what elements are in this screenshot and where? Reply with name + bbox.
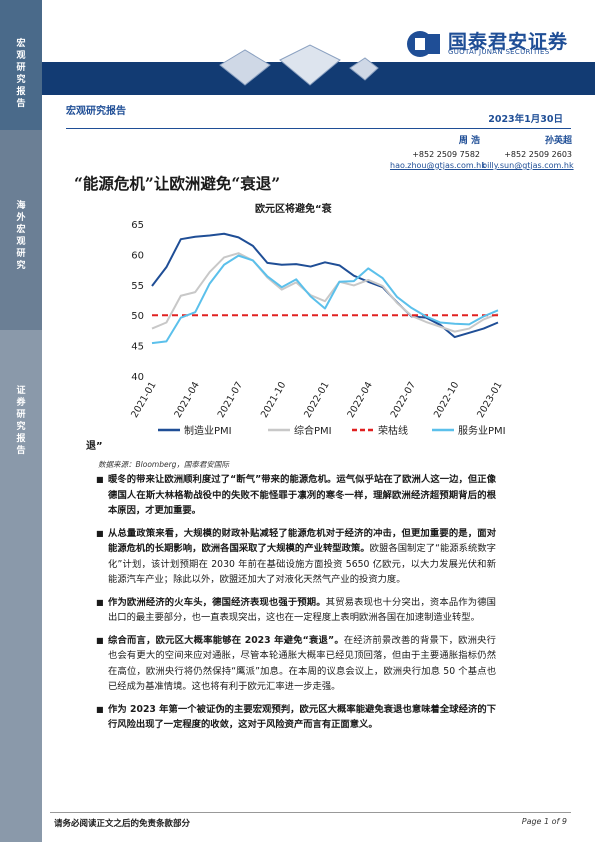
y-tick-label: 45 xyxy=(131,342,144,353)
author-email[interactable]: billy.sun@gtjas.com.hk xyxy=(482,161,574,170)
x-tick-label: 2021-10 xyxy=(259,380,288,420)
brand-logo-icon xyxy=(407,31,440,57)
bullet-item: 作为 2023 年第一个被证伪的主要宏观预判，欧元区大概率能避免衰退也意味着全球… xyxy=(96,702,496,733)
y-tick-label: 40 xyxy=(131,372,144,383)
x-tick-label: 2021-01 xyxy=(129,380,158,420)
author-phone: +852 2509 2603 xyxy=(504,150,572,159)
x-tick-label: 2022-01 xyxy=(302,380,331,420)
y-tick-label: 55 xyxy=(131,281,144,292)
y-tick-label: 60 xyxy=(131,250,144,261)
bullet-item: 暖冬的带来让欧洲顺利度过了“断气”带来的能源危机。运气似乎站在了欧洲人这一边，但… xyxy=(96,472,496,519)
sidebar-label-2: 海外宏观研究 xyxy=(16,201,26,271)
y-tick-label: 50 xyxy=(131,311,144,322)
brand-name: 国泰君安证券 xyxy=(448,31,569,53)
author-phone: +852 2509 7582 xyxy=(412,150,480,159)
x-tick-label: 2023-01 xyxy=(475,380,504,420)
page-number: Page 1 of 9 xyxy=(521,817,567,826)
brand-name-en: GUOTAI JUNAN SECURITIES xyxy=(448,48,550,56)
sidebar-label-1: 宏观研究报告 xyxy=(16,39,26,109)
bullet-item: 作为欧洲经济的火车头，德国经济表现也强于预期。其贸易表现也十分突出，资本品作为德… xyxy=(96,595,496,626)
legend-label: 服务业PMI xyxy=(458,424,506,437)
report-date: 2023年1月30日 xyxy=(488,114,563,125)
author-email[interactable]: hao.zhou@gtjas.com.hk xyxy=(390,161,486,170)
footer-disclaimer[interactable]: 请务必阅读正文之后的免责条款部分 xyxy=(54,819,191,829)
sidebar-section-3 xyxy=(0,330,42,842)
author-name: 孙英超 xyxy=(544,136,572,146)
x-tick-label: 2022-10 xyxy=(432,380,461,420)
header-divider xyxy=(66,128,571,129)
bullet-item: 从总量政策来看，大规模的财政补贴减轻了能源危机对于经济的冲击，但更加重要的是，面… xyxy=(96,526,496,588)
author-name: 周 浩 xyxy=(458,136,480,146)
author-1: 周 浩 +852 2509 7582 hao.zhou@gtjas.com.hk xyxy=(390,136,486,171)
legend-label: 荣枯线 xyxy=(378,424,408,437)
series-line xyxy=(151,254,499,345)
pmi-line-chart: 40 45 50 55 60 65 2021-01 2021-04 2021-07 2021-10… xyxy=(129,220,506,437)
x-tick-label: 2022-07 xyxy=(389,380,418,420)
diamond-decoration xyxy=(219,44,379,86)
legend-label: 制造业PMI xyxy=(184,424,232,437)
bullet-item: 综合而言，欧元区大概率能够在 2023 年避免“衰退”。在经济前景改善的背景下，… xyxy=(96,633,496,695)
sidebar-section-1 xyxy=(0,0,42,130)
page-title: “能源危机”让欧洲避免“衰退” xyxy=(74,174,281,193)
sidebar-section-2 xyxy=(0,130,42,330)
chart-title-tail: 退” xyxy=(86,441,103,452)
chart-source: 数据来源：Bloomberg，国泰君安国际 xyxy=(98,460,229,469)
chart-title: 欧元区将避免“衰 xyxy=(255,204,332,215)
report-type: 宏观研究报告 xyxy=(66,106,126,117)
x-tick-label: 2021-07 xyxy=(216,380,245,420)
series-line xyxy=(151,232,499,339)
legend-label: 综合PMI xyxy=(294,424,332,437)
footer-divider xyxy=(50,812,571,813)
x-tick-label: 2021-04 xyxy=(172,380,201,420)
x-tick-label: 2022-04 xyxy=(345,380,374,420)
y-tick-label: 65 xyxy=(131,220,144,231)
author-2: 孙英超 +852 2509 2603 billy.sun@gtjas.com.h… xyxy=(482,136,574,171)
sidebar-label-3: 证券研究报告 xyxy=(16,386,26,456)
bullet-list: 暖冬的带来让欧洲顺利度过了“断气”带来的能源危机。运气似乎站在了欧洲人这一边，但… xyxy=(96,472,496,740)
series-line xyxy=(151,252,499,333)
